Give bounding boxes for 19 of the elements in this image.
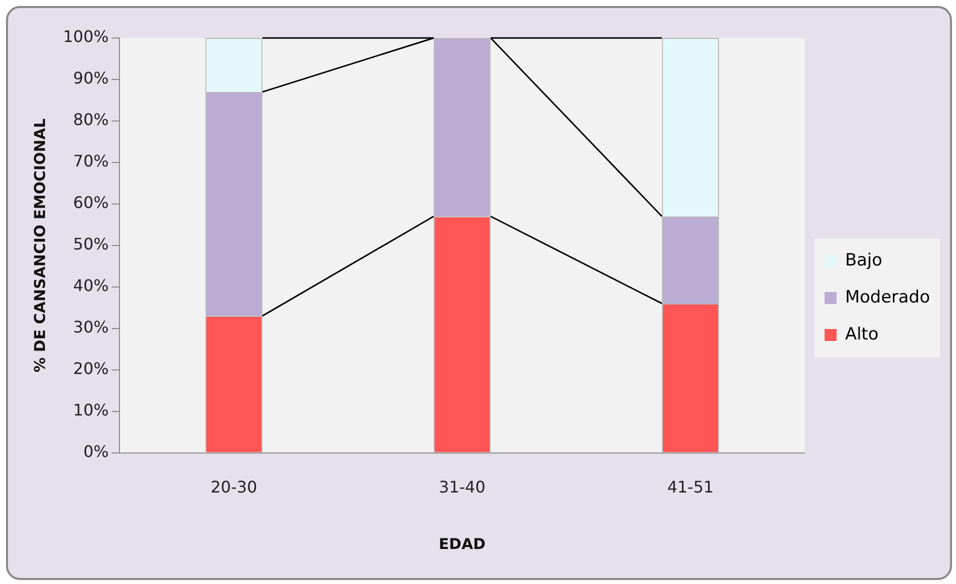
y-tick-label: 40% bbox=[73, 276, 109, 296]
y-tick-label: 70% bbox=[73, 152, 109, 171]
y-tick-label: 50% bbox=[73, 234, 109, 254]
y-tick-label: 10% bbox=[73, 400, 109, 420]
x-axis-title: EDAD bbox=[438, 534, 486, 553]
y-tick-label: 100% bbox=[62, 27, 109, 46]
y-tick-label: 90% bbox=[73, 68, 109, 88]
x-tick-label: 41-51 bbox=[667, 478, 714, 497]
legend-label: Alto bbox=[845, 324, 879, 344]
legend-label: Bajo bbox=[845, 250, 882, 270]
y-tick-label: 20% bbox=[73, 358, 109, 378]
y-axis-title: % DE CANSANCIO EMOCIONAL bbox=[30, 118, 49, 372]
legend-label: Moderado bbox=[845, 287, 930, 308]
y-tick-label: 80% bbox=[73, 110, 109, 130]
x-tick-label: 31-40 bbox=[438, 478, 486, 497]
x-tick-label: 20-30 bbox=[210, 478, 258, 497]
y-tick-label: 0% bbox=[83, 442, 109, 461]
y-tick-label: 60% bbox=[73, 193, 109, 212]
y-tick-label: 30% bbox=[73, 318, 109, 337]
